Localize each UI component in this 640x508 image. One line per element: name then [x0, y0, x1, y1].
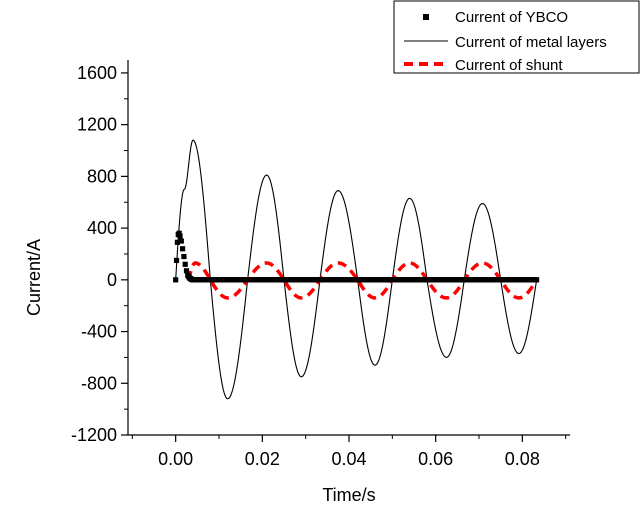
series-line-shunt: [186, 261, 539, 300]
ybco-data-point: [177, 233, 183, 239]
legend-box: [393, 0, 640, 74]
y-tick-label: 1600: [77, 63, 117, 83]
y-tick-label: -800: [81, 373, 117, 393]
series-markers-ybco: [173, 230, 540, 283]
ybco-data-point: [183, 268, 190, 274]
plot-area: [173, 139, 540, 400]
legend-label-ybco: Current of YBCO: [455, 9, 568, 26]
y-tick-label: 1200: [77, 115, 117, 135]
y-tick-label: -1200: [71, 425, 117, 445]
ybco-data-point: [180, 246, 186, 252]
x-axis-title: Time/s: [322, 485, 375, 505]
legend-label-shunt: Current of shunt: [455, 57, 563, 74]
axes: -1200 -800 -400 0 400 800 1200 1600 0.00 0.02 0.04…: [71, 60, 570, 469]
x-tick-label: 0.08: [505, 449, 540, 469]
legend-marker-ybco: [423, 14, 429, 20]
ybco-data-point: [174, 239, 180, 245]
y-tick-label: 400: [87, 218, 117, 238]
x-tick-label: 0.04: [331, 449, 366, 469]
x-tick-label: 0.06: [418, 449, 453, 469]
ybco-data-point: [181, 253, 187, 260]
series-line-metal-layers: [175, 139, 538, 400]
y-tick-label: 800: [87, 166, 117, 186]
y-tick-label: 0: [107, 270, 117, 290]
legend-label-metal-layers: Current of metal layers: [455, 34, 607, 51]
y-axis-title: Current/A: [24, 239, 44, 316]
x-tick-label: 0.02: [245, 449, 280, 469]
ybco-data-point: [182, 261, 188, 267]
ybco-data-point: [173, 257, 180, 264]
ybco-data-point: [534, 277, 540, 283]
x-tick-label: 0.00: [158, 449, 193, 469]
ybco-data-point: [173, 277, 179, 283]
ybco-data-point: [178, 238, 184, 244]
legend: Current of YBCO Current of metal layers …: [393, 0, 640, 74]
y-tick-label: -400: [81, 322, 117, 342]
